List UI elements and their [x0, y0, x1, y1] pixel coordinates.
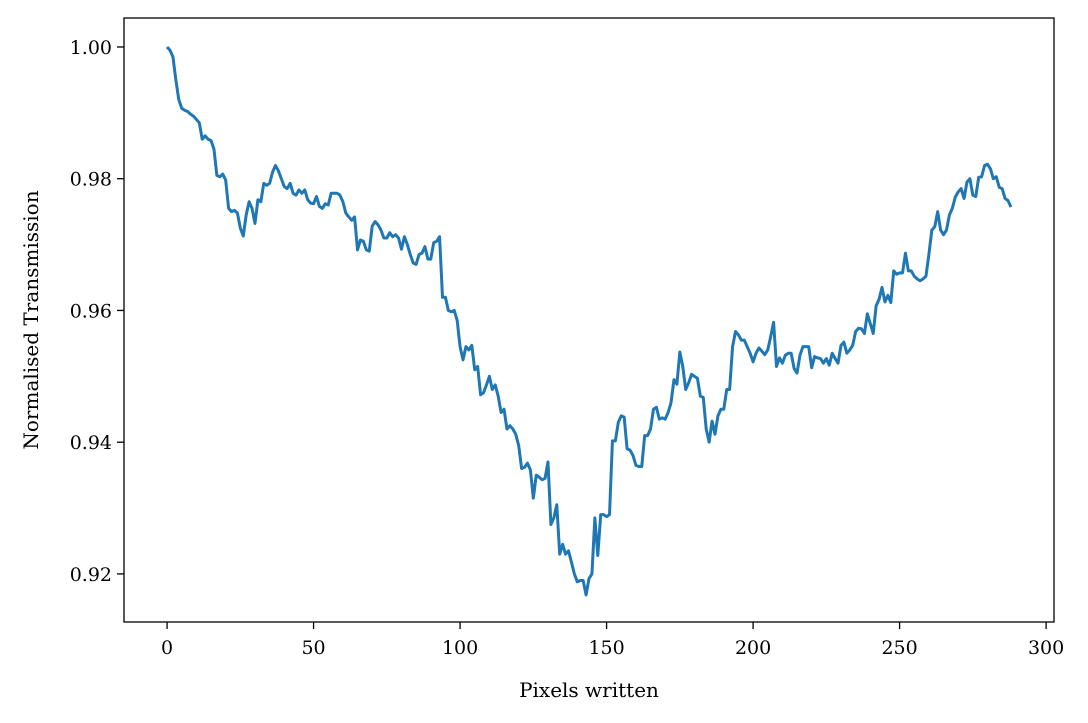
x-tick-label: 150 [588, 637, 624, 659]
x-axis: 0 50 100 150 200 250 300 [161, 622, 1064, 659]
y-tick-label: 0.96 [70, 300, 112, 322]
y-tick-label: 0.92 [70, 564, 112, 586]
transmission-line [165, 45, 1013, 597]
y-tick-label: 1.00 [70, 37, 112, 59]
y-tick-label: 0.98 [70, 169, 112, 191]
x-tick-label: 100 [442, 637, 478, 659]
plot-area [165, 45, 1013, 597]
x-tick-label: 300 [1028, 637, 1064, 659]
x-axis-label: Pixels written [519, 678, 659, 702]
axes-frame [123, 17, 1055, 623]
x-tick-label: 0 [161, 637, 173, 659]
x-tick-label: 50 [301, 637, 325, 659]
x-tick-label: 250 [881, 637, 917, 659]
y-axis-label: Normalised Transmission [19, 190, 43, 449]
y-axis: 0.92 0.94 0.96 0.98 1.00 [70, 37, 124, 586]
y-tick-label: 0.94 [70, 432, 112, 454]
x-tick-label: 200 [735, 637, 771, 659]
